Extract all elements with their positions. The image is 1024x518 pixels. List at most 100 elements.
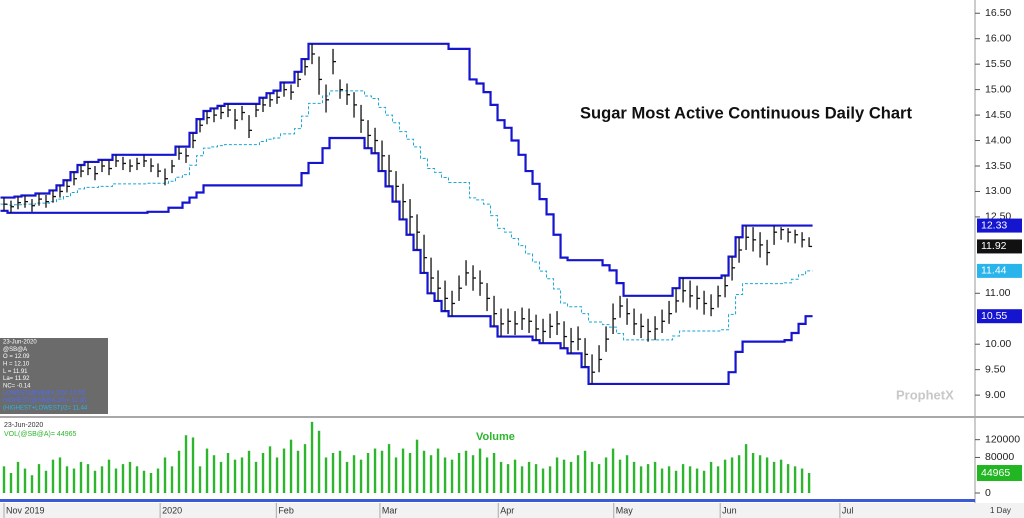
- info-line: 23-Jun-2020: [3, 340, 37, 346]
- volume-bar: [548, 466, 552, 493]
- volume-bar: [58, 457, 62, 493]
- period-label: 1 Day: [990, 506, 1011, 515]
- volume-bar: [191, 437, 195, 493]
- volume-bar: [478, 448, 482, 493]
- volume-bar: [765, 457, 769, 493]
- volume-bar: [485, 457, 489, 493]
- volume-bar: [779, 459, 783, 493]
- volume-bar: [352, 455, 356, 493]
- volume-bar: [604, 457, 608, 493]
- volume-bar: [282, 448, 286, 493]
- volume-bar: [793, 466, 797, 493]
- price-tag-label: 10.55: [981, 310, 1007, 322]
- volume-bar: [464, 450, 468, 493]
- volume-bar: [345, 461, 349, 493]
- volume-bar: [317, 430, 321, 493]
- volume-tag-label: 44965: [981, 467, 1010, 479]
- volume-bar: [576, 455, 580, 493]
- chart-title: Sugar Most Active Continuous Daily Chart: [580, 103, 912, 122]
- volume-bar: [65, 466, 69, 493]
- volume-bar: [632, 461, 636, 493]
- volume-bar: [618, 459, 622, 493]
- y-tick-label: 9.50: [985, 363, 1006, 375]
- volume-bar: [457, 453, 461, 493]
- x-tick-label: May: [616, 505, 634, 515]
- volume-bar: [681, 464, 685, 493]
- info-line: L = 11.91: [3, 369, 28, 375]
- y-tick-label: 9.00: [985, 389, 1006, 401]
- volume-bar: [541, 468, 545, 493]
- volume-bar: [709, 461, 713, 493]
- volume-bar: [415, 439, 419, 493]
- volume-bar: [51, 459, 55, 493]
- x-tick-label: Jul: [842, 505, 854, 515]
- volume-bar: [534, 464, 538, 493]
- volume-bar: [226, 453, 230, 493]
- volume-bar: [555, 457, 559, 493]
- x-tick-label: Apr: [500, 505, 514, 515]
- volume-bar: [723, 459, 727, 493]
- volume-bar: [569, 461, 573, 493]
- x-tick-label: Nov 2019: [6, 505, 45, 515]
- volume-bar: [149, 473, 153, 493]
- volume-tick-label: 120000: [985, 433, 1020, 445]
- volume-bar: [233, 459, 237, 493]
- volume-bar: [247, 450, 251, 493]
- volume-bar: [205, 448, 209, 493]
- info-line: LOWEST(@SB@A,20)= 10.55: [3, 391, 86, 397]
- price-tag: [977, 309, 1022, 324]
- volume-bar: [380, 450, 384, 493]
- volume-bar: [471, 455, 475, 493]
- volume-bar: [240, 457, 244, 493]
- price-plot: [0, 42, 813, 386]
- volume-bar: [296, 450, 300, 493]
- volume-bar: [254, 461, 258, 493]
- volume-bar: [667, 466, 671, 493]
- volume-bar: [107, 459, 111, 493]
- volume-bar: [79, 461, 83, 493]
- volume-legend: VOL(@SB@A)= 44965: [4, 431, 76, 438]
- y-tick-label: 15.00: [985, 83, 1011, 95]
- channel-upper: [0, 42, 813, 297]
- watermark: ProphetX: [896, 387, 954, 402]
- volume-bar: [366, 453, 370, 493]
- volume-bar: [359, 459, 363, 493]
- x-tick-label: Mar: [382, 505, 398, 515]
- volume-bar: [163, 457, 167, 493]
- y-tick-label: 16.50: [985, 7, 1011, 19]
- volume-bar: [513, 459, 517, 493]
- volume-bar: [450, 459, 454, 493]
- info-line: @SB@A: [3, 347, 27, 353]
- time-axis: [0, 503, 1024, 518]
- volume-bar: [338, 450, 342, 493]
- volume-bar: [219, 461, 223, 493]
- volume-bar: [114, 468, 118, 493]
- volume-bar: [100, 466, 104, 493]
- y-tick-label: 14.00: [985, 134, 1011, 146]
- volume-bar: [261, 453, 265, 493]
- volume-bar: [751, 453, 755, 493]
- volume-bar: [135, 466, 139, 493]
- channel-middle: [0, 90, 813, 341]
- x-tick-label: Feb: [278, 505, 294, 515]
- volume-legend: 23-Jun-2020: [4, 422, 43, 429]
- volume-bar: [177, 450, 181, 493]
- volume-bar: [184, 435, 188, 493]
- info-box: [0, 338, 108, 414]
- volume-bar: [562, 459, 566, 493]
- volume-title: Volume: [476, 431, 515, 443]
- volume-bar: [674, 470, 678, 493]
- y-tick-label: 10.00: [985, 338, 1011, 350]
- info-line: La= 11.92: [3, 376, 30, 382]
- volume-bar: [499, 461, 503, 493]
- price-tag-label: 11.92: [981, 240, 1007, 252]
- volume-bar: [198, 466, 202, 493]
- volume-bar: [737, 455, 741, 493]
- volume-bar: [303, 444, 307, 493]
- channel-lower: [0, 136, 813, 386]
- info-line: O = 12.09: [3, 354, 30, 360]
- volume-bar: [730, 457, 734, 493]
- volume-bar: [16, 461, 20, 493]
